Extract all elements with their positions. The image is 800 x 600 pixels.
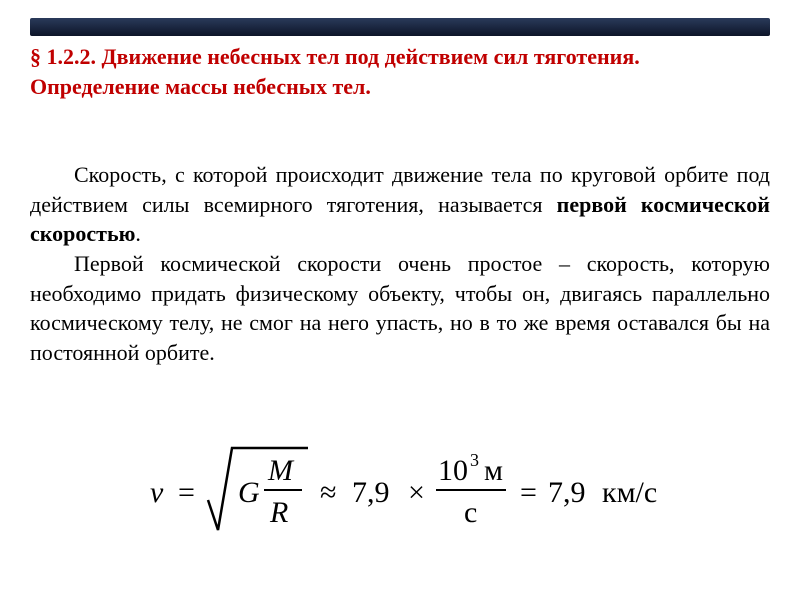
power-base: 10 [438,454,468,487]
times-sign: × [408,476,425,509]
unit-num: м [484,454,503,487]
formula-G: G [238,476,260,509]
paragraph-2: Первой космической скорости очень просто… [30,249,770,368]
decorative-top-bar [30,18,770,36]
result-value: 7,9 [548,476,586,509]
power-exp: 3 [470,450,479,470]
formula-block: v = G M R ≈ 7,9 × 10 3 м с = 7,9 км/с [0,430,800,555]
section-number: § 1.2.2. [30,44,96,69]
section-title-line-1: Движение небесных тел под действием сил … [102,44,640,69]
approx-sign: ≈ [320,476,336,509]
paragraph-1: Скорость, с которой происходит движение … [30,160,770,249]
body-text: Скорость, с которой происходит движение … [30,160,770,368]
equals-sign: = [178,476,195,509]
formula-svg: v = G M R ≈ 7,9 × 10 3 м с = 7,9 км/с [120,430,680,550]
formula-R: R [269,496,288,529]
section-title-line-2: Определение массы небесных тел. [30,74,371,99]
formula-M: M [267,454,295,487]
approx-coeff: 7,9 [352,476,390,509]
p1-text-b: . [135,221,141,246]
formula-lhs: v [150,476,164,509]
result-unit: км/с [602,476,657,509]
unit-den: с [464,496,477,529]
equals-sign-2: = [520,476,537,509]
section-heading: § 1.2.2. Движение небесных тел под дейст… [30,42,770,101]
